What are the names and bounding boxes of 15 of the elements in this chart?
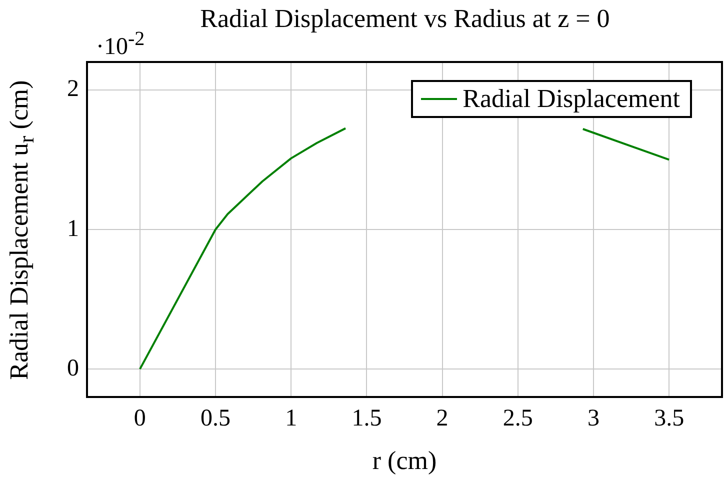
x-tick-label: 0 (134, 406, 146, 432)
y-tick-label: 1 (67, 216, 79, 242)
x-axis-title: r (cm) (371, 446, 438, 476)
x-tick-label: 2.5 (502, 406, 533, 432)
x-tick-label: 1 (285, 406, 298, 432)
legend-label: Radial Displacement (462, 84, 680, 114)
x-tick-label: 3 (587, 406, 600, 432)
text: ·10$^{-2}$ (96, 28, 145, 61)
x-tick-label: 2 (436, 406, 448, 432)
y-tick-label: 2 (67, 76, 79, 102)
x-tick-label: 1.5 (352, 406, 382, 432)
x-tick-label: 0.5 (200, 406, 231, 432)
y-tick-label: 0 (67, 355, 79, 382)
x-tick-label: 3.5 (654, 406, 684, 432)
chart-title: Radial Displacement vs Radius at z = 0 (200, 4, 610, 33)
